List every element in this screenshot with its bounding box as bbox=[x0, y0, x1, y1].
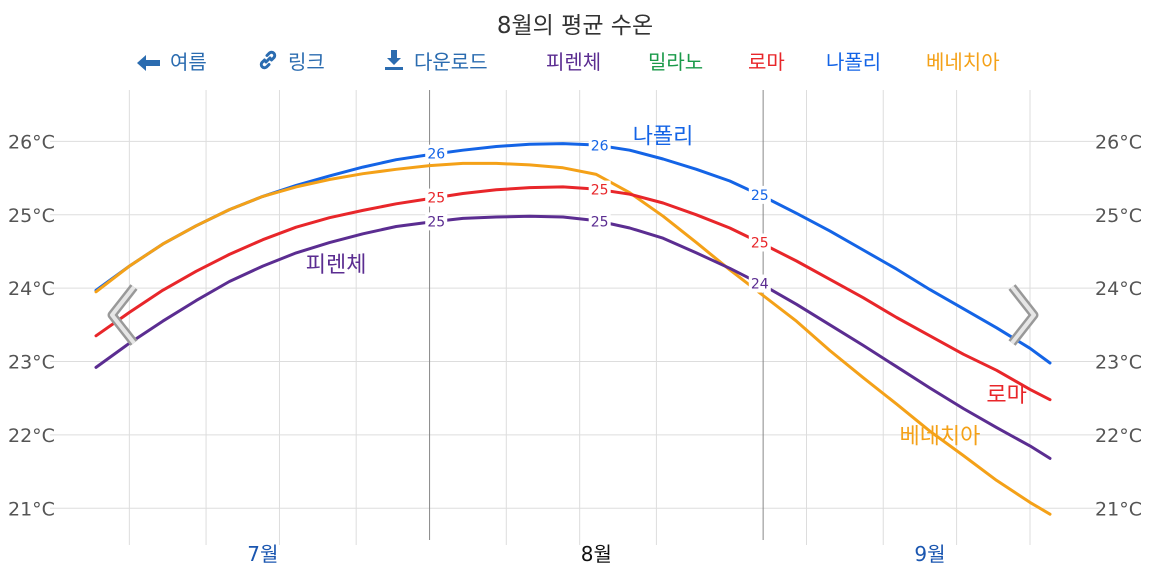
series-label: 나폴리 bbox=[633, 125, 694, 150]
series-line[interactable] bbox=[94, 214, 1052, 460]
month-label[interactable]: 7월 bbox=[247, 542, 278, 566]
axis-layer: 21°C 21°C 22°C 22°C 23°C 23°C 24°C 24°C 25°C 25°C… bbox=[8, 131, 1142, 566]
prev-period-button[interactable]: 여름 bbox=[136, 46, 207, 75]
data-label-bg bbox=[588, 180, 611, 199]
download-label: 다운로드 bbox=[414, 50, 488, 74]
download-button[interactable]: 다운로드 bbox=[382, 46, 488, 75]
y-tick-label-left: 23°C bbox=[8, 352, 55, 374]
data-label-bg bbox=[425, 212, 448, 231]
series-line[interactable] bbox=[94, 161, 1052, 516]
toolbar: 여름 링크 다운로드 피렌체 밀라노 로마 나폴리 베네치아 bbox=[0, 46, 1150, 78]
data-label: 24 bbox=[751, 277, 769, 293]
series-layer bbox=[94, 142, 1052, 516]
legend-item-firenze[interactable]: 피렌체 bbox=[546, 50, 602, 74]
y-tick-label-left: 25°C bbox=[8, 205, 55, 227]
data-label: 25 bbox=[751, 235, 769, 251]
y-tick-label-right: 24°C bbox=[1095, 278, 1142, 300]
series-label: 로마 bbox=[986, 383, 1026, 408]
chevron-left-icon bbox=[107, 284, 138, 346]
y-tick-label-right: 23°C bbox=[1095, 352, 1142, 374]
y-tick-label-right: 22°C bbox=[1095, 425, 1142, 447]
series-line[interactable] bbox=[94, 185, 1052, 402]
data-label-bg bbox=[425, 144, 448, 163]
y-tick-label-right: 25°C bbox=[1095, 205, 1142, 227]
legend-item-napoli[interactable]: 나폴리 bbox=[826, 50, 882, 74]
data-label-bg bbox=[588, 136, 611, 155]
data-label: 26 bbox=[427, 147, 445, 163]
series-label: 베네치아 bbox=[899, 425, 980, 450]
link-icon bbox=[259, 50, 277, 70]
data-label-bg bbox=[748, 233, 771, 252]
data-label: 25 bbox=[591, 183, 609, 199]
data-label-bg bbox=[748, 274, 771, 293]
y-tick-label-left: 26°C bbox=[8, 131, 55, 153]
y-tick-label-left: 21°C bbox=[8, 498, 55, 520]
series-line[interactable] bbox=[94, 142, 1052, 365]
y-tick-label-left: 22°C bbox=[8, 425, 55, 447]
link-label: 링크 bbox=[288, 50, 325, 74]
prev-month-arrow[interactable] bbox=[102, 283, 142, 347]
data-label-bg bbox=[748, 185, 771, 204]
link-button[interactable]: 링크 bbox=[256, 46, 325, 75]
download-icon bbox=[385, 50, 403, 70]
y-tick-label-left: 24°C bbox=[8, 278, 55, 300]
prev-period-label: 여름 bbox=[170, 50, 207, 74]
data-label: 25 bbox=[751, 188, 769, 204]
series-label: 피렌체 bbox=[306, 253, 367, 278]
y-tick-label-right: 21°C bbox=[1095, 498, 1142, 520]
month-label[interactable]: 9월 bbox=[914, 542, 945, 566]
data-label: 25 bbox=[427, 214, 445, 230]
data-label: 25 bbox=[427, 191, 445, 207]
month-label[interactable]: 8월 bbox=[581, 542, 612, 566]
y-tick-label-right: 26°C bbox=[1095, 131, 1142, 153]
page-title: 8월의 평균 수온 bbox=[496, 13, 654, 39]
data-label: 26 bbox=[591, 139, 609, 155]
legend-item-venezia[interactable]: 베네치아 bbox=[926, 50, 1000, 74]
data-label: 25 bbox=[591, 214, 609, 230]
chevron-right-icon bbox=[1008, 284, 1039, 346]
arrow-left-icon bbox=[137, 55, 160, 71]
legend-item-roma[interactable]: 로마 bbox=[748, 50, 785, 74]
next-month-arrow[interactable] bbox=[1004, 283, 1044, 347]
data-label-bg bbox=[425, 188, 448, 207]
legend-item-milano[interactable]: 밀라노 bbox=[648, 50, 704, 74]
data-label-bg bbox=[588, 212, 611, 231]
grid-layer bbox=[50, 90, 1100, 545]
